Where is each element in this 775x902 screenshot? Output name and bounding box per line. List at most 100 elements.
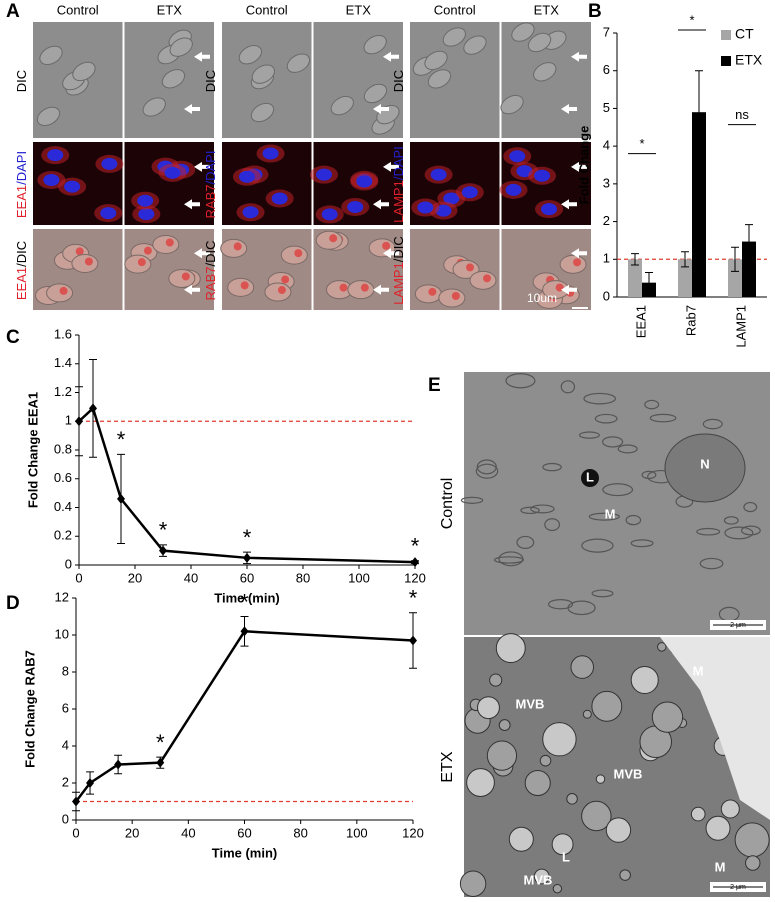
vesicle <box>533 868 550 885</box>
organelle <box>702 418 723 430</box>
vesicle <box>466 768 495 797</box>
arrow <box>373 104 389 114</box>
column-header: ETX <box>157 2 183 17</box>
row-label-part: /DAPI <box>203 151 218 185</box>
bar <box>692 112 706 297</box>
organelle <box>583 392 617 405</box>
organelle <box>476 459 497 475</box>
x-tick-label: 120 <box>402 825 424 840</box>
x-tick-label: 100 <box>346 825 368 840</box>
significance-label: * <box>117 427 126 452</box>
vesicle <box>581 800 612 832</box>
em-row-label: Control <box>439 478 456 530</box>
row-label-part: /DAPI <box>391 146 406 180</box>
nucleus <box>356 175 373 188</box>
vesicle <box>498 719 511 731</box>
arrow <box>383 248 399 259</box>
x-tick-label: 0 <box>75 570 82 585</box>
panel-label: B <box>588 1 602 22</box>
row-label: DIC <box>391 70 406 92</box>
panel-label: D <box>6 593 20 614</box>
nucleus <box>100 207 117 220</box>
vesicle <box>630 665 659 695</box>
em-image <box>464 372 770 635</box>
nucleus <box>509 150 526 163</box>
arrow-shape <box>194 51 210 62</box>
row-label: DIC <box>203 70 218 92</box>
red-signal <box>451 291 460 300</box>
y-tick-label: 1.4 <box>54 355 72 370</box>
significance-label: * <box>409 586 418 611</box>
arrow <box>194 248 210 259</box>
x-tick-label: 40 <box>181 825 195 840</box>
em-annotation: L <box>562 849 570 864</box>
organelle <box>625 514 642 526</box>
organelle <box>547 599 574 610</box>
vesicle <box>605 817 632 843</box>
cell <box>469 270 497 290</box>
cell <box>250 102 275 123</box>
y-tick-label: 1 <box>65 413 72 428</box>
cell <box>72 61 96 82</box>
arrow <box>571 161 587 172</box>
y-tick-label: 2 <box>603 213 610 228</box>
cell <box>315 230 343 250</box>
y-tick-label: 6 <box>62 700 69 715</box>
organelle <box>644 399 660 410</box>
row-label-part: EEA1 <box>14 267 29 300</box>
organelle <box>530 504 555 514</box>
em-annotation: M <box>693 663 704 678</box>
row-label-part: /DIC <box>391 236 406 262</box>
vesicle <box>690 806 706 822</box>
red-signal <box>75 247 84 256</box>
em-annotation: MVB <box>614 766 643 781</box>
y-tick-label: 4 <box>62 737 69 752</box>
cell <box>142 97 166 117</box>
red-signal <box>281 275 290 284</box>
column-header: Control <box>434 2 476 17</box>
arrow-shape <box>561 284 577 295</box>
arrow <box>561 104 577 114</box>
x-tick-label: 80 <box>293 825 307 840</box>
red-signal <box>360 283 369 292</box>
panel-label: C <box>6 327 20 348</box>
cell <box>227 277 255 297</box>
y-tick-label: 1 <box>603 251 610 266</box>
red-signal <box>573 258 582 267</box>
organelle <box>641 470 657 480</box>
arrow-shape <box>383 248 399 259</box>
vesicle <box>524 769 551 797</box>
em-annotation: MVB <box>524 872 553 887</box>
bar <box>728 259 742 297</box>
cell <box>220 238 248 258</box>
organelle <box>724 526 754 540</box>
cell <box>527 32 552 53</box>
nucleus <box>505 183 522 196</box>
x-tick-label: 120 <box>404 570 426 585</box>
organelle <box>649 413 677 423</box>
organelle <box>743 501 758 513</box>
arrow-shape <box>383 51 399 62</box>
cell <box>280 245 308 265</box>
organelle <box>591 589 614 598</box>
red-signal <box>329 234 338 243</box>
arrow-shape <box>373 284 389 295</box>
row-label-part: /DIC <box>14 241 29 267</box>
nucleus <box>47 149 64 162</box>
vesicle <box>595 774 606 784</box>
y-axis-title: Fold Change RAB7 <box>22 650 37 768</box>
legend-label: CT <box>735 26 754 42</box>
row-label-part: LAMP1 <box>391 262 406 305</box>
x-tick-label: Rab7 <box>683 305 698 336</box>
organelle <box>505 373 536 389</box>
panel-label: E <box>428 375 441 396</box>
organelle <box>544 518 561 532</box>
arrow-shape <box>184 104 200 114</box>
arrow <box>184 199 200 210</box>
organelle <box>601 436 624 448</box>
red-signal <box>240 281 249 290</box>
y-tick-label: 12 <box>55 589 69 604</box>
vesicle <box>570 655 595 679</box>
arrow <box>184 104 200 114</box>
